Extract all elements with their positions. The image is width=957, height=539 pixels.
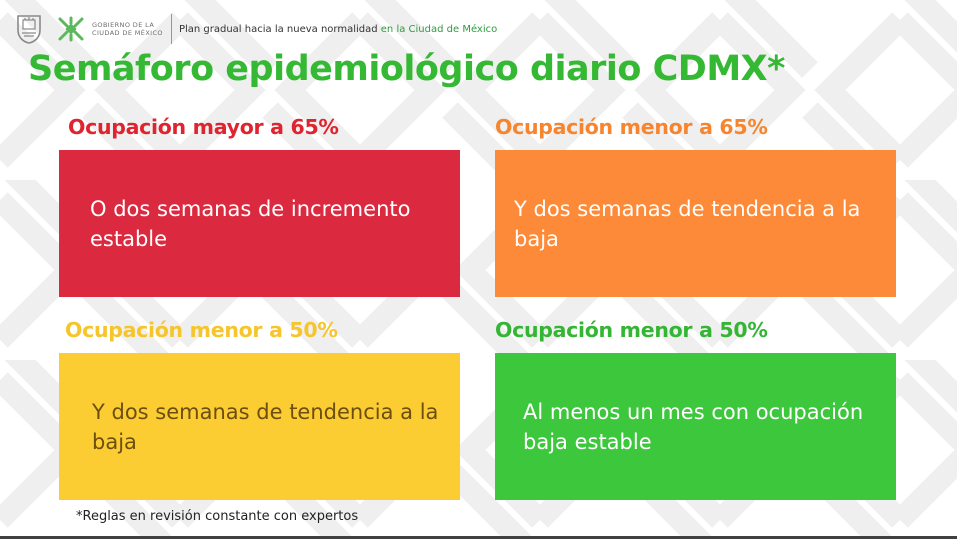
- footnote: *Reglas en revisión constante con expert…: [76, 509, 359, 524]
- quadrant-green-label: Ocupación menor a 50%: [495, 318, 768, 342]
- quadrant-orange-text: Y dos semanas de tendencia a la baja: [514, 196, 861, 251]
- page-title: Semáforo epidemiológico diario CDMX*: [28, 49, 785, 89]
- quadrant-green-text: Al menos un mes con ocupación baja estab…: [523, 399, 864, 454]
- bottom-bar: [0, 536, 957, 539]
- government-line-1: GOBIERNO DE LA: [92, 21, 155, 29]
- plan-text-main: Plan gradual hacia la nueva normalidad: [178, 23, 381, 35]
- quadrant-green-box: Al menos un mes con ocupación baja estab…: [495, 353, 896, 500]
- cdmx-government-logo-icon: [58, 16, 84, 42]
- quadrant-red-text: O dos semanas de incremento estable: [90, 196, 411, 251]
- plan-text: Plan gradual hacia la nueva normalidad e…: [179, 24, 497, 35]
- quadrant-yellow-text: Y dos semanas de tendencia a la baja: [92, 399, 439, 454]
- cdmx-coat-of-arms-icon: [17, 15, 41, 44]
- quadrant-red-box: O dos semanas de incremento estable: [59, 150, 460, 297]
- government-line-2: CIUDAD DE MÉXICO: [92, 29, 163, 37]
- quadrant-red-label: Ocupación mayor a 65%: [68, 115, 339, 139]
- quadrant-orange-box: Y dos semanas de tendencia a la baja: [495, 150, 896, 297]
- header-divider: [170, 14, 172, 44]
- header: GOBIERNO DE LA CIUDAD DE MÉXICO Plan gra…: [16, 12, 497, 46]
- quadrant-orange-label: Ocupación menor a 65%: [495, 115, 768, 139]
- plan-text-highlight: en la Ciudad de México: [380, 23, 498, 35]
- quadrant-yellow-box: Y dos semanas de tendencia a la baja: [59, 353, 460, 500]
- government-name: GOBIERNO DE LA CIUDAD DE MÉXICO: [92, 21, 163, 37]
- quadrant-yellow-label: Ocupación menor a 50%: [65, 318, 338, 342]
